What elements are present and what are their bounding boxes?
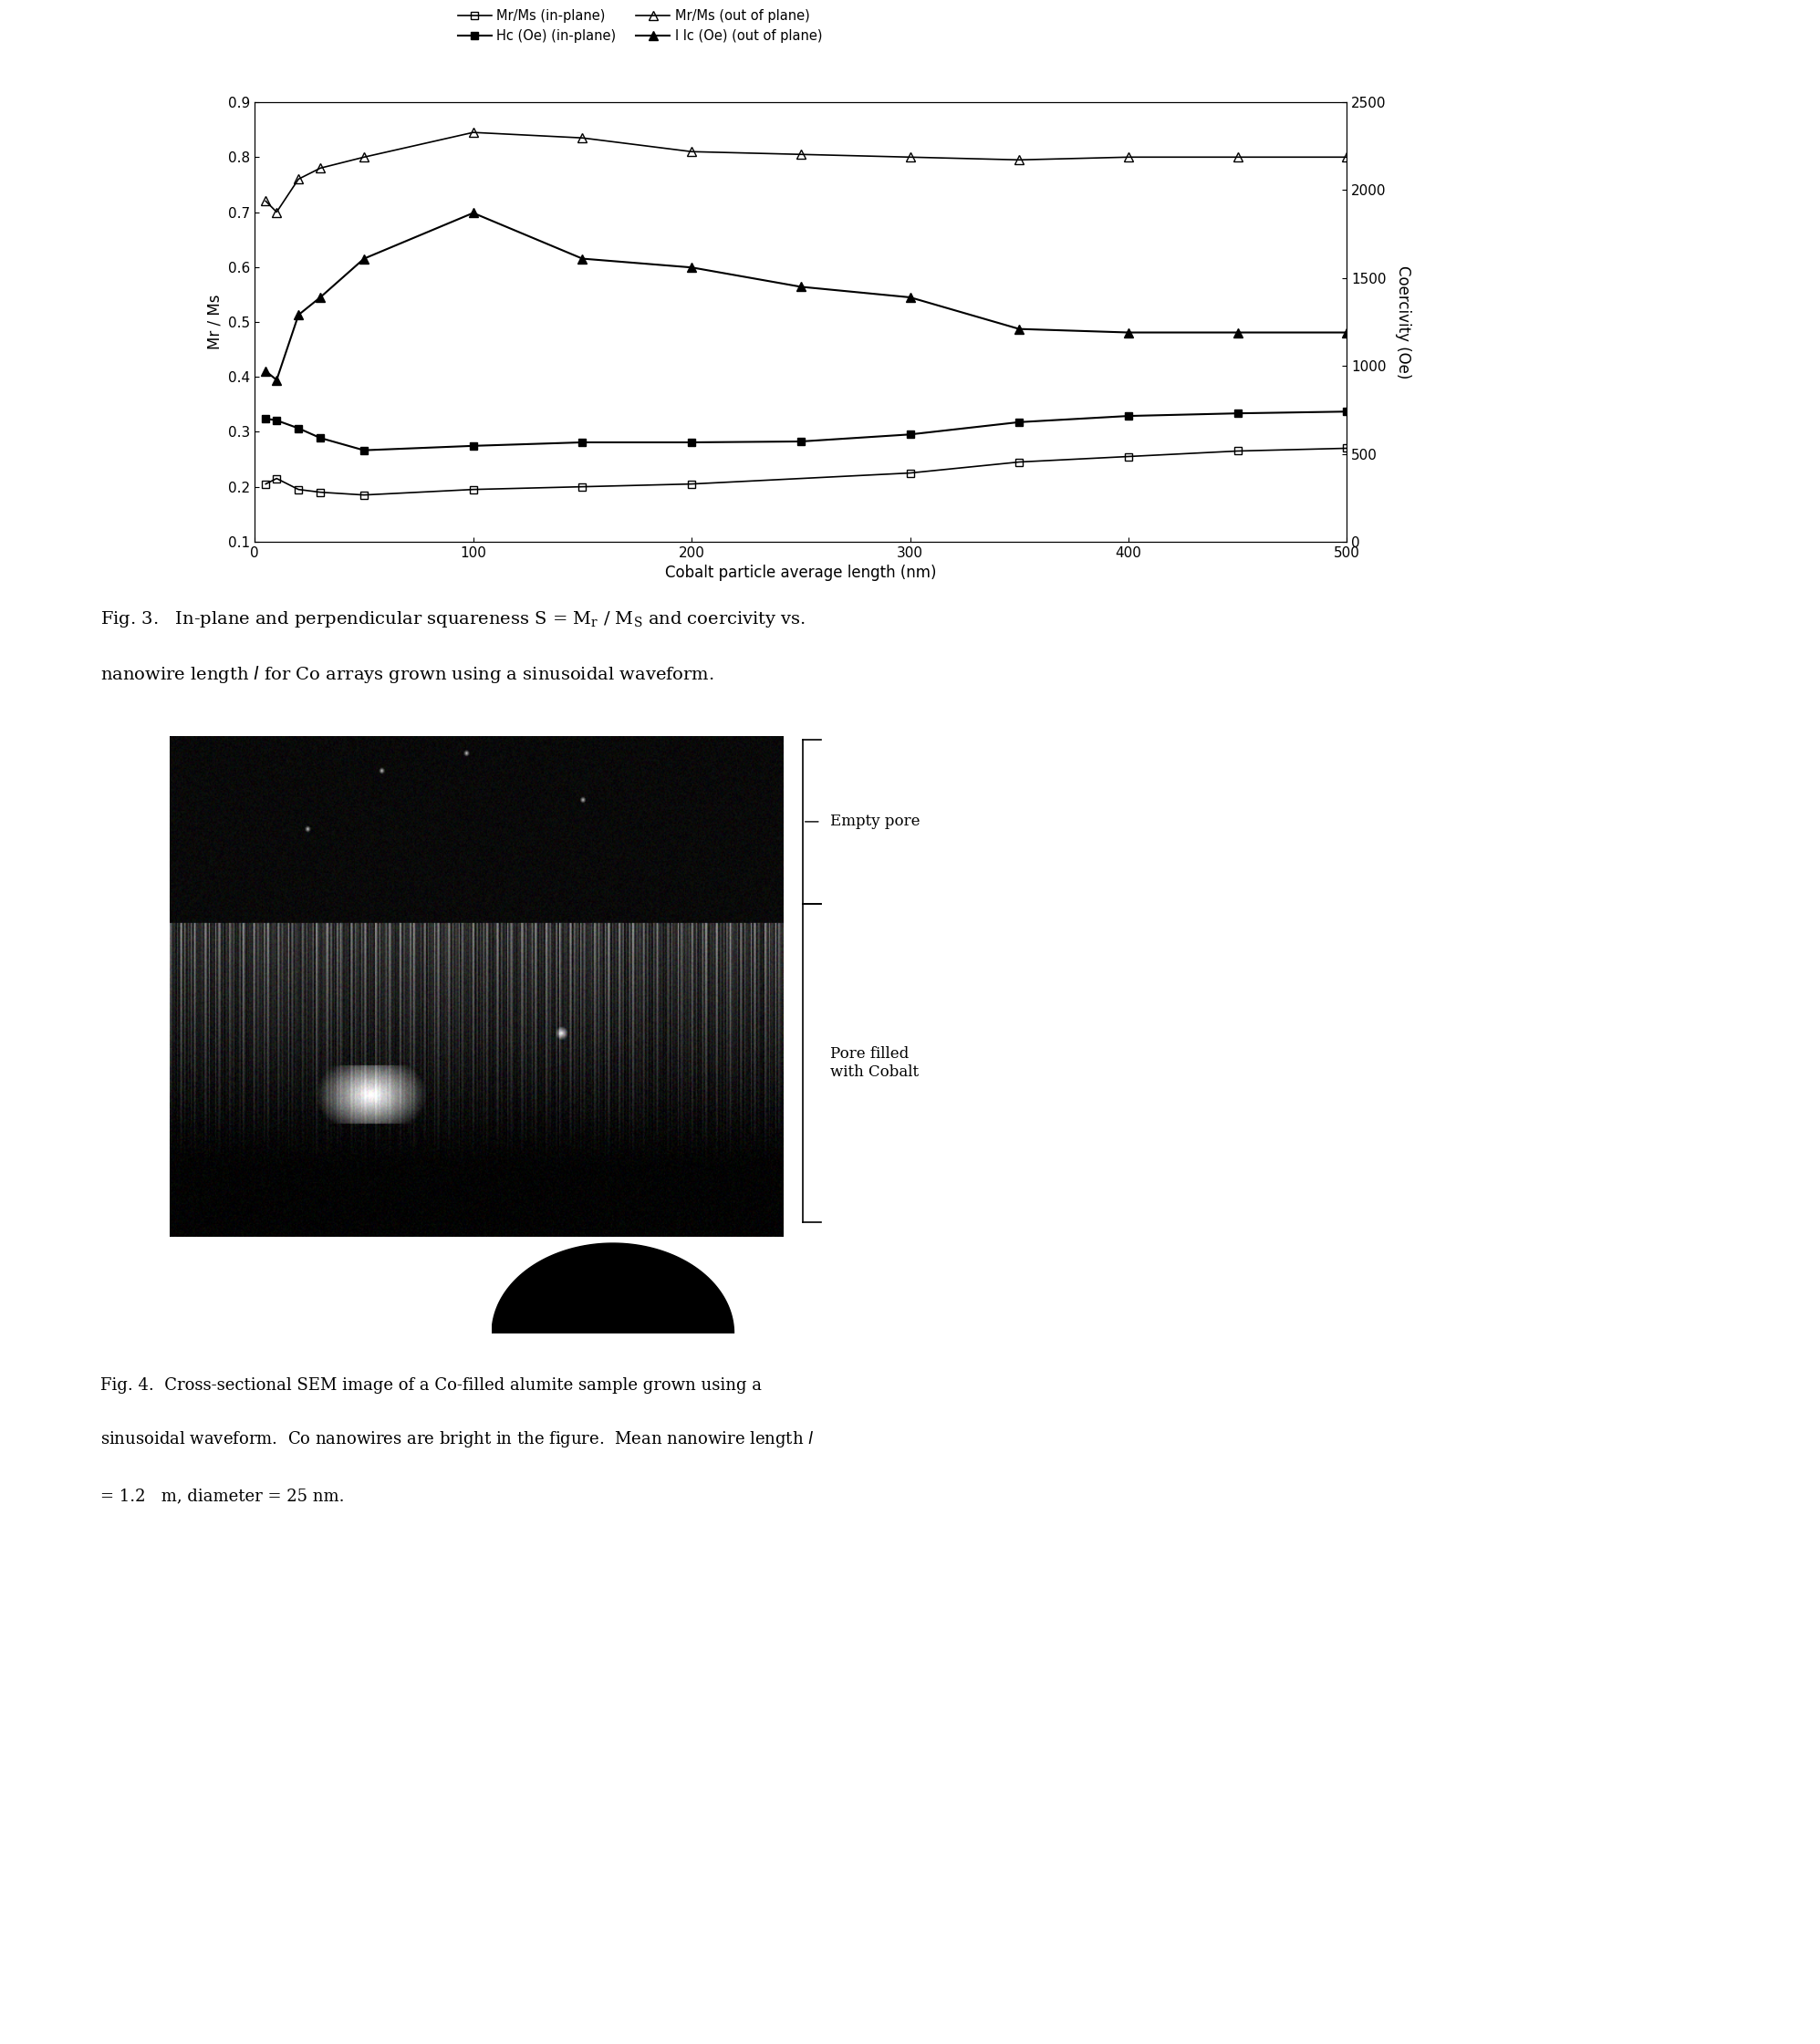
l lc (Oe) (out of plane)	[571, 247, 593, 272]
Hc (Oe) (in-plane)	[1227, 401, 1249, 425]
Mr/Ms (out of plane)	[462, 121, 484, 145]
Text: Empty pore: Empty pore	[830, 814, 919, 830]
Mr/Ms (in-plane)	[1008, 450, 1030, 474]
Hc (Oe) (in-plane)	[288, 417, 309, 442]
Text: = 1.2   m, diameter = 25 nm.: = 1.2 m, diameter = 25 nm.	[100, 1488, 344, 1504]
Mr/Ms (in-plane)	[899, 460, 921, 484]
l lc (Oe) (out of plane)	[266, 368, 288, 392]
Mr/Ms (in-plane)	[255, 472, 277, 497]
Y-axis label: Coercivity (Oe): Coercivity (Oe)	[1396, 266, 1412, 378]
Mr/Ms (out of plane)	[255, 188, 277, 213]
Hc (Oe) (in-plane)	[309, 425, 331, 450]
l lc (Oe) (out of plane)	[1336, 321, 1358, 345]
l lc (Oe) (out of plane)	[681, 256, 703, 280]
l lc (Oe) (out of plane)	[1008, 317, 1030, 341]
Text: sinusoidal waveform.  Co nanowires are bright in the figure.  Mean nanowire leng: sinusoidal waveform. Co nanowires are br…	[100, 1429, 814, 1449]
Mr/Ms (out of plane)	[899, 145, 921, 170]
Legend: Mr/Ms (in-plane), Hc (Oe) (in-plane), Mr/Ms (out of plane), l lc (Oe) (out of pl: Mr/Ms (in-plane), Hc (Oe) (in-plane), Mr…	[459, 8, 823, 43]
l lc (Oe) (out of plane)	[790, 274, 812, 298]
l lc (Oe) (out of plane)	[288, 303, 309, 327]
Mr/Ms (out of plane)	[1336, 145, 1358, 170]
Mr/Ms (out of plane)	[1008, 147, 1030, 172]
Text: nanowire length $\it{l}$ for Co arrays grown using a sinusoidal waveform.: nanowire length $\it{l}$ for Co arrays g…	[100, 664, 713, 685]
Line: Mr/Ms (in-plane): Mr/Ms (in-plane)	[262, 444, 1350, 499]
Hc (Oe) (in-plane)	[1336, 399, 1358, 423]
Hc (Oe) (in-plane)	[255, 407, 277, 431]
Mr/Ms (in-plane)	[1336, 435, 1358, 460]
l lc (Oe) (out of plane)	[353, 247, 375, 272]
Line: l lc (Oe) (out of plane): l lc (Oe) (out of plane)	[262, 208, 1350, 384]
Mr/Ms (in-plane)	[309, 480, 331, 505]
Mr/Ms (out of plane)	[1227, 145, 1249, 170]
Text: Fig. 3.   In-plane and perpendicular squareness S = M$_\mathregular{r}$ / M$_\ma: Fig. 3. In-plane and perpendicular squar…	[100, 609, 806, 630]
Mr/Ms (out of plane)	[353, 145, 375, 170]
Mr/Ms (out of plane)	[266, 200, 288, 225]
Mr/Ms (out of plane)	[309, 155, 331, 180]
l lc (Oe) (out of plane)	[309, 284, 331, 309]
Mr/Ms (out of plane)	[790, 143, 812, 168]
Hc (Oe) (in-plane)	[790, 429, 812, 454]
Mr/Ms (out of plane)	[288, 168, 309, 192]
Mr/Ms (in-plane)	[266, 466, 288, 491]
Mr/Ms (in-plane)	[571, 474, 593, 499]
Mr/Ms (out of plane)	[1117, 145, 1139, 170]
Hc (Oe) (in-plane)	[462, 433, 484, 458]
l lc (Oe) (out of plane)	[1117, 321, 1139, 345]
Hc (Oe) (in-plane)	[1008, 411, 1030, 435]
Hc (Oe) (in-plane)	[681, 429, 703, 454]
Hc (Oe) (in-plane)	[266, 409, 288, 433]
Mr/Ms (in-plane)	[462, 476, 484, 501]
Mr/Ms (in-plane)	[1227, 439, 1249, 464]
Y-axis label: Mr / Ms: Mr / Ms	[207, 294, 224, 350]
Line: Mr/Ms (out of plane): Mr/Ms (out of plane)	[262, 129, 1350, 217]
Mr/Ms (in-plane)	[1117, 444, 1139, 468]
Mr/Ms (in-plane)	[353, 482, 375, 507]
X-axis label: Cobalt particle average length (nm): Cobalt particle average length (nm)	[664, 564, 937, 580]
Hc (Oe) (in-plane)	[353, 437, 375, 462]
Hc (Oe) (in-plane)	[899, 423, 921, 448]
Line: Hc (Oe) (in-plane): Hc (Oe) (in-plane)	[262, 409, 1350, 454]
Hc (Oe) (in-plane)	[571, 429, 593, 454]
Hc (Oe) (in-plane)	[1117, 405, 1139, 429]
l lc (Oe) (out of plane)	[899, 284, 921, 309]
l lc (Oe) (out of plane)	[462, 200, 484, 225]
Mr/Ms (in-plane)	[288, 476, 309, 501]
Text: Pore filled
with Cobalt: Pore filled with Cobalt	[830, 1047, 919, 1079]
l lc (Oe) (out of plane)	[1227, 321, 1249, 345]
Mr/Ms (out of plane)	[571, 125, 593, 149]
Text: 1μm: 1μm	[244, 1261, 280, 1278]
Mr/Ms (in-plane)	[681, 472, 703, 497]
Text: Fig. 4.  Cross-sectional SEM image of a Co-filled alumite sample grown using a: Fig. 4. Cross-sectional SEM image of a C…	[100, 1378, 761, 1394]
l lc (Oe) (out of plane)	[255, 360, 277, 384]
Mr/Ms (out of plane)	[681, 139, 703, 164]
